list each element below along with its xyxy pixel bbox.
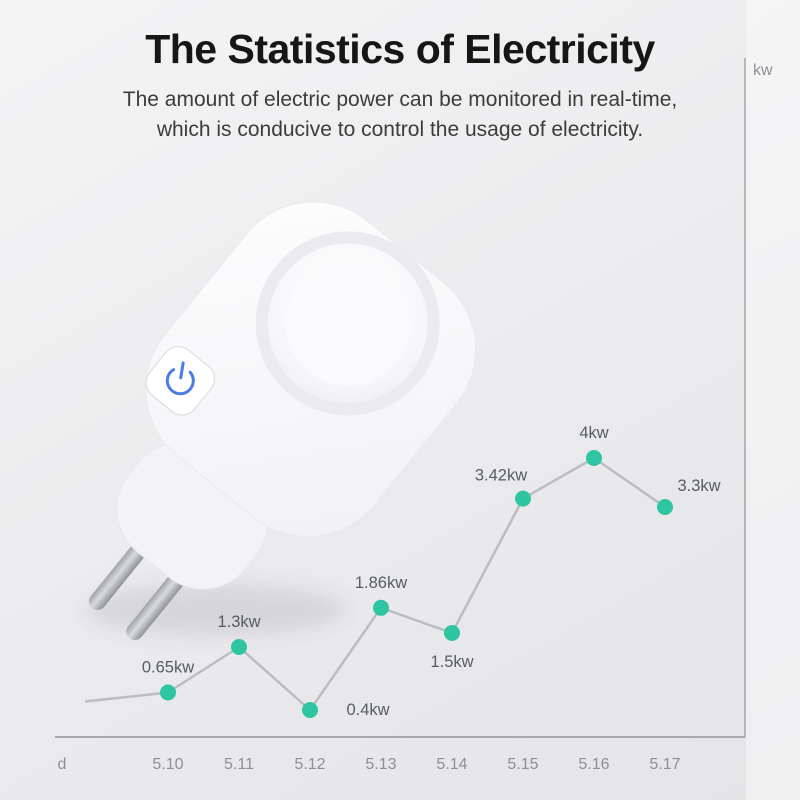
x-tick-label: 5.17 bbox=[649, 756, 680, 773]
data-point-label: 3.3kw bbox=[677, 477, 720, 495]
x-tick-label: 5.16 bbox=[578, 756, 609, 773]
data-point-label: 1.3kw bbox=[217, 613, 260, 631]
data-point-label: 1.5kw bbox=[430, 653, 473, 671]
plug-socket-center bbox=[285, 261, 410, 386]
x-tick-label: 5.15 bbox=[507, 756, 538, 773]
data-point-label: 0.65kw bbox=[142, 659, 194, 677]
plug-pin-right bbox=[126, 564, 191, 641]
x-axis-label: d bbox=[58, 756, 67, 773]
data-point-label: 1.86kw bbox=[355, 574, 407, 592]
heading-block: The Statistics of Electricity The amount… bbox=[0, 0, 800, 146]
y-axis-unit-label: kw bbox=[753, 62, 773, 79]
x-tick-label: 5.12 bbox=[294, 756, 325, 773]
data-point bbox=[657, 499, 673, 515]
x-tick-label: 5.11 bbox=[224, 756, 254, 773]
data-point bbox=[373, 599, 389, 616]
plug-power-button[interactable] bbox=[140, 340, 222, 422]
data-point bbox=[586, 450, 602, 466]
data-point bbox=[231, 639, 247, 655]
subtitle-line-1: The amount of electric power can be moni… bbox=[122, 88, 678, 111]
data-point bbox=[160, 684, 176, 701]
x-tick-label: 5.13 bbox=[365, 756, 396, 773]
smart-plug-product-image bbox=[85, 201, 477, 641]
plug-pin-left bbox=[89, 534, 154, 610]
subtitle-line-2: which is conducive to control the usage … bbox=[156, 118, 644, 142]
page-title: The Statistics of Electricity bbox=[145, 26, 655, 72]
data-point bbox=[444, 625, 460, 641]
chart-series: 0.65kw 1.3kw 0.4kw 1.86kw 1.5kw 3.42kw 4kw 3.3k… bbox=[84, 424, 721, 719]
data-point bbox=[515, 490, 531, 507]
power-icon bbox=[165, 361, 195, 396]
x-tick-label: 5.10 bbox=[152, 756, 183, 773]
data-point-label: 4kw bbox=[579, 424, 608, 442]
x-tick-label: 5.14 bbox=[436, 756, 467, 773]
chart-x-ticks: 5.10 5.11 5.12 5.13 5.14 5.15 5.16 5.17 bbox=[152, 756, 680, 773]
data-point-label: 3.42kw bbox=[475, 467, 527, 485]
background-strip bbox=[746, 0, 800, 800]
data-point-label: 0.4kw bbox=[346, 701, 389, 719]
data-point bbox=[302, 702, 318, 718]
page-subtitle: The amount of electric power can be moni… bbox=[80, 85, 720, 146]
